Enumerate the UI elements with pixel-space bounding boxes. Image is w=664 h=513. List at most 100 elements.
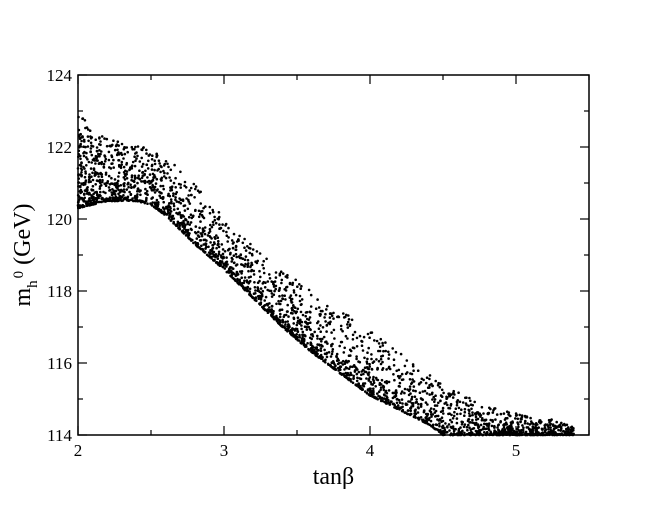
data-point — [147, 159, 150, 163]
data-point — [248, 251, 251, 255]
data-point — [467, 404, 470, 408]
data-point — [265, 309, 269, 313]
data-point — [177, 226, 180, 230]
data-point — [282, 315, 286, 319]
data-point — [315, 354, 318, 358]
data-point — [380, 378, 384, 382]
data-point — [152, 176, 155, 179]
data-point — [184, 218, 188, 222]
data-point — [530, 430, 533, 433]
data-point — [161, 184, 165, 188]
data-point — [194, 187, 197, 191]
data-point — [80, 171, 83, 174]
data-point — [199, 220, 202, 223]
data-point — [372, 389, 375, 393]
data-point — [234, 245, 238, 249]
data-point — [329, 363, 332, 367]
data-point — [469, 428, 473, 432]
data-point — [379, 386, 383, 389]
data-point — [431, 413, 435, 416]
data-point — [371, 361, 375, 365]
data-point — [141, 200, 145, 203]
data-point — [86, 135, 90, 138]
data-point — [370, 368, 374, 371]
data-point — [351, 381, 355, 385]
data-point — [360, 344, 364, 348]
data-point — [126, 150, 129, 154]
data-point — [436, 428, 439, 431]
data-point — [482, 425, 486, 429]
data-point — [299, 287, 303, 291]
data-point — [160, 176, 164, 180]
data-point — [174, 198, 177, 202]
data-point — [209, 223, 212, 227]
data-point — [401, 409, 404, 413]
data-point — [412, 369, 415, 373]
data-point — [306, 342, 309, 345]
data-point — [474, 413, 478, 416]
data-point — [410, 397, 414, 401]
data-point — [294, 293, 298, 297]
data-point — [227, 226, 230, 230]
data-point — [89, 167, 93, 170]
data-point — [499, 420, 502, 424]
data-point — [178, 224, 181, 227]
data-point — [396, 374, 400, 378]
data-point — [493, 407, 497, 410]
data-point — [104, 157, 108, 161]
data-point — [455, 403, 459, 407]
data-point — [146, 202, 149, 205]
axis-ticks — [77, 74, 590, 436]
data-point — [296, 307, 300, 311]
data-point — [104, 184, 108, 187]
data-point — [444, 401, 448, 404]
data-point — [519, 420, 522, 423]
data-point — [440, 388, 444, 392]
data-point — [346, 371, 350, 375]
data-point — [450, 420, 454, 424]
data-point — [217, 245, 221, 249]
data-point — [291, 308, 294, 311]
data-point — [126, 198, 130, 202]
data-point — [378, 349, 382, 353]
data-point — [339, 324, 343, 328]
data-point — [451, 417, 455, 420]
data-point — [340, 372, 343, 376]
data-point — [158, 209, 161, 213]
data-point — [100, 162, 103, 166]
data-point — [387, 357, 390, 360]
data-point — [100, 175, 104, 178]
data-point — [281, 297, 284, 300]
data-point — [397, 368, 401, 372]
data-point — [432, 395, 436, 399]
data-point — [99, 152, 102, 156]
data-point — [146, 176, 149, 179]
data-point — [452, 389, 456, 393]
data-point — [256, 259, 260, 263]
data-point — [353, 369, 357, 372]
data-point — [392, 364, 396, 367]
data-point — [379, 357, 383, 361]
data-point — [243, 237, 246, 241]
data-point — [139, 193, 142, 197]
data-point — [148, 173, 152, 176]
data-point — [95, 149, 99, 153]
data-point — [241, 241, 245, 245]
data-point — [414, 408, 417, 412]
data-point — [218, 227, 222, 230]
data-point — [213, 218, 217, 222]
data-point — [391, 347, 395, 350]
data-point — [208, 227, 212, 231]
data-point — [366, 351, 369, 355]
data-point — [296, 285, 299, 289]
data-point — [567, 426, 570, 429]
data-point — [82, 165, 85, 169]
data-point — [193, 231, 197, 234]
data-point — [221, 223, 224, 226]
data-point — [301, 330, 305, 334]
data-point — [94, 159, 98, 162]
data-point — [444, 422, 447, 425]
data-point — [246, 265, 249, 269]
data-point — [309, 342, 313, 346]
data-point — [404, 372, 408, 376]
